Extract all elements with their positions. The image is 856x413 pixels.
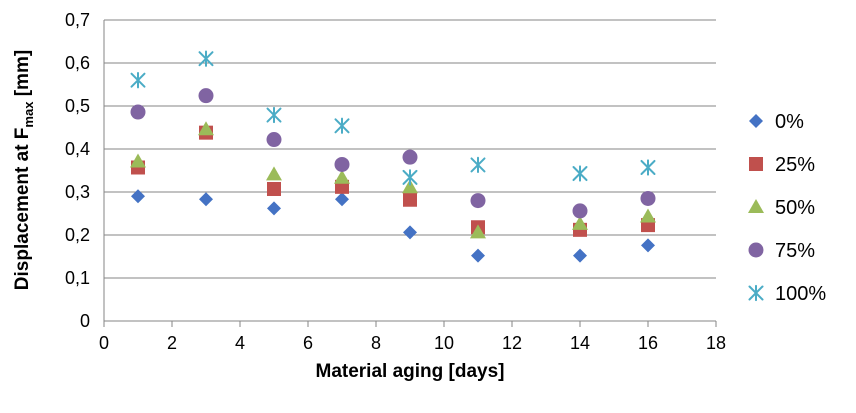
y-tick-label: 0,7 (65, 10, 90, 30)
data-point (402, 149, 418, 165)
legend-label: 50% (775, 197, 815, 219)
y-tick-labels: 0 0,1 0,2 0,3 0,4 0,5 0,6 0,7 (65, 10, 90, 331)
data-point (471, 248, 485, 263)
legend-marker (748, 242, 764, 258)
data-point (334, 169, 350, 184)
y-tick-label: 0,6 (65, 53, 90, 73)
y-tick-label: 0,4 (65, 139, 90, 159)
data-point (267, 201, 281, 216)
data-point (641, 238, 655, 253)
data-point (335, 192, 349, 207)
data-point (130, 72, 146, 89)
y-axis-title: Displacement at Fmax [mm] (12, 50, 36, 290)
y-axis-title-suffix: [mm] (12, 50, 33, 102)
axes (103, 20, 717, 327)
data-point (573, 248, 587, 263)
x-tick-label: 10 (434, 333, 454, 353)
data-point (402, 179, 418, 194)
x-axis-title: Material aging [days] (316, 361, 505, 382)
data-point (470, 224, 486, 239)
data-point (470, 193, 486, 209)
data-point (198, 121, 214, 136)
data-point (266, 132, 282, 148)
legend-label: 100% (775, 283, 826, 305)
data-point (266, 106, 282, 124)
data-point (640, 208, 656, 223)
data-point (334, 156, 350, 172)
data-point (640, 159, 656, 176)
y-tick-label: 0,1 (65, 268, 90, 288)
y-tick-label: 0 (80, 311, 90, 331)
data-point (199, 192, 213, 207)
data-point (266, 166, 282, 181)
x-tick-label: 4 (235, 333, 245, 353)
x-tick-label: 18 (706, 333, 726, 353)
data-point (572, 203, 588, 219)
x-tick-label: 16 (638, 333, 658, 353)
x-tick-label: 2 (167, 333, 177, 353)
x-tick-label: 8 (371, 333, 381, 353)
legend-marker (748, 284, 764, 302)
legend-marker (749, 157, 763, 171)
legend-item: 100% (748, 283, 826, 305)
data-point (572, 165, 588, 182)
data-point (402, 169, 418, 186)
x-tick-label: 6 (303, 333, 313, 353)
data-point (403, 225, 417, 240)
x-tick-label: 12 (502, 333, 522, 353)
legend-label: 25% (775, 154, 815, 176)
x-tick-label: 14 (570, 333, 590, 353)
data-point (130, 104, 146, 120)
legend-label: 0% (775, 111, 804, 133)
data-point (267, 181, 281, 196)
y-tick-label: 0,5 (65, 96, 90, 116)
data-points (130, 50, 656, 263)
data-point (131, 189, 145, 204)
legend-item: 50% (748, 197, 815, 219)
data-point (403, 192, 417, 207)
data-point (572, 215, 588, 230)
legend-marker (748, 199, 764, 213)
x-tick-labels: 0 2 4 6 8 10 12 14 16 18 (99, 333, 726, 353)
legend-marker (749, 114, 763, 128)
y-axis-title-prefix: Displacement at F (12, 128, 33, 291)
legend-item: 25% (749, 154, 815, 176)
data-point (334, 117, 350, 134)
legend-item: 75% (748, 240, 815, 262)
y-tick-label: 0,2 (65, 225, 90, 245)
y-axis-title-subscript: max (21, 101, 36, 128)
data-point (640, 190, 656, 206)
y-tick-label: 0,3 (65, 182, 90, 202)
data-point (198, 88, 214, 104)
data-point (198, 50, 214, 67)
legend: 0% 25% 50% 75% 100% (748, 111, 826, 305)
legend-label: 75% (775, 240, 815, 262)
legend-item: 0% (749, 111, 804, 133)
data-point (130, 153, 146, 168)
x-tick-label: 0 (99, 333, 109, 353)
data-point (470, 156, 486, 174)
